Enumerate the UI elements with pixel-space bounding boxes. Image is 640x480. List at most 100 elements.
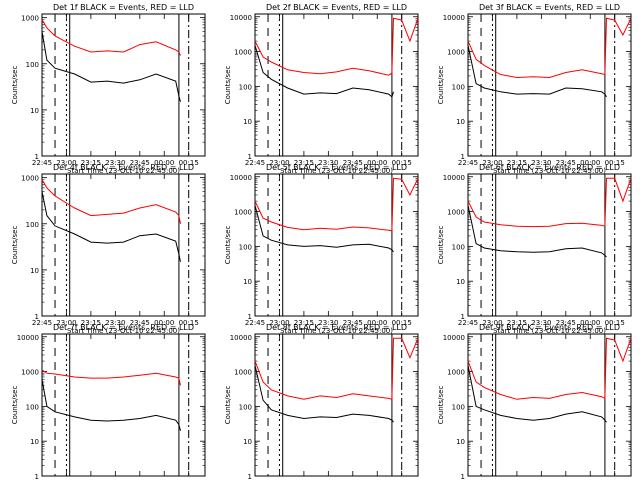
x-tick-label: 00:15 [605, 319, 625, 327]
series-line-events [254, 365, 394, 423]
y-tick-label: 100 [239, 403, 252, 411]
y-axis-label: Counts/sec [224, 386, 232, 425]
y-tick-label: 100 [239, 83, 252, 91]
series-line-lld [467, 17, 632, 79]
y-tick-label: 10000 [230, 334, 252, 342]
y-tick-label: 10000 [443, 174, 465, 182]
y-axis-label: Counts/sec [437, 386, 445, 425]
chart-title: Det 5f BLACK = Events, RED = LLD [266, 163, 407, 172]
y-tick-label: 1000 [447, 209, 465, 217]
x-tick-label: 22:45 [245, 319, 265, 327]
x-tick-label: 00:00 [367, 319, 387, 327]
x-tick-label: 23:30 [318, 319, 338, 327]
x-tick-label: 00:00 [154, 319, 174, 327]
y-tick-label: 100 [452, 83, 465, 91]
x-tick-label: 23:30 [105, 159, 125, 167]
x-axis-label: Start Time (23-Oct-10 22:45:00) [280, 167, 393, 175]
y-tick-label: 1000 [447, 49, 465, 57]
y-axis-label: Counts/sec [224, 226, 232, 265]
y-tick-label: 10000 [443, 334, 465, 342]
x-tick-label: 23:00 [269, 159, 289, 167]
y-tick-label: 1000 [234, 49, 252, 57]
y-tick-label: 1000 [234, 209, 252, 217]
chart-panel-1: Det 1f BLACK = Events, RED = LLD 1 10 100 10… [11, 3, 206, 175]
series-line-events [254, 205, 394, 253]
series-line-events [41, 31, 181, 102]
series-line-lld [41, 19, 181, 56]
y-tick-label: 1 [461, 473, 465, 480]
y-tick-label: 10 [243, 118, 252, 126]
y-tick-label: 100 [452, 243, 465, 251]
x-tick-label: 22:45 [245, 159, 265, 167]
chart-panel-9: Det 9f BLACK = Events, RED = LLD 1 10 100 10… [437, 323, 632, 480]
y-tick-label: 100 [452, 403, 465, 411]
y-tick-label: 100 [239, 243, 252, 251]
series-line-events [467, 45, 607, 98]
series-line-events [467, 205, 607, 258]
y-axis-label: Counts/sec [437, 66, 445, 105]
x-tick-label: 22:45 [32, 319, 52, 327]
x-tick-label: 23:45 [343, 319, 363, 327]
chart-panel-3: Det 3f BLACK = Events, RED = LLD 1 10 100 10… [437, 3, 632, 175]
y-tick-label: 10 [456, 438, 465, 446]
x-tick-label: 23:00 [269, 319, 289, 327]
chart-title: Det 3f BLACK = Events, RED = LLD [479, 3, 620, 12]
x-tick-label: 23:15 [507, 319, 527, 327]
y-tick-label: 1000 [447, 369, 465, 377]
series-line-events [467, 365, 607, 423]
y-tick-label: 10000 [230, 174, 252, 182]
y-tick-label: 10000 [17, 334, 39, 342]
y-tick-label: 10 [243, 438, 252, 446]
series-line-lld [41, 369, 181, 386]
chart-panel-2: Det 2f BLACK = Events, RED = LLD 1 10 100 10… [224, 3, 419, 175]
x-axis-label: Start Time (23-Oct-10 22:45:00) [493, 167, 606, 175]
y-tick-label: 1 [248, 313, 252, 321]
y-tick-label: 10 [456, 118, 465, 126]
y-axis-label: Counts/sec [11, 386, 19, 425]
series-line-lld [254, 337, 419, 400]
y-tick-label: 10 [30, 438, 39, 446]
x-tick-label: 23:15 [81, 159, 101, 167]
chart-title: Det 1f BLACK = Events, RED = LLD [53, 3, 194, 12]
y-axis-label: Counts/sec [437, 226, 445, 265]
y-tick-label: 100 [26, 403, 39, 411]
x-tick-label: 00:00 [154, 159, 174, 167]
x-tick-label: 00:15 [605, 159, 625, 167]
y-tick-label: 10 [243, 278, 252, 286]
x-axis-label: Start Time (23-Oct-10 22:45:00) [67, 327, 180, 335]
x-tick-label: 23:00 [56, 319, 76, 327]
y-tick-label: 1000 [21, 175, 39, 183]
chart-panel-8: Det 8f BLACK = Events, RED = LLD 1 10 100 10… [224, 323, 419, 480]
x-tick-label: 23:30 [531, 319, 551, 327]
x-tick-label: 23:15 [81, 319, 101, 327]
y-tick-label: 1 [35, 473, 39, 480]
x-tick-label: 22:45 [32, 159, 52, 167]
x-tick-label: 00:15 [392, 159, 412, 167]
x-axis-label: Start Time (23-Oct-10 22:45:00) [67, 167, 180, 175]
x-tick-label: 23:00 [482, 159, 502, 167]
x-tick-label: 23:30 [531, 159, 551, 167]
x-axis-label: Start Time (23-Oct-10 22:45:00) [493, 327, 606, 335]
y-tick-label: 1000 [21, 369, 39, 377]
y-tick-label: 100 [26, 61, 39, 69]
y-axis-label: Counts/sec [11, 66, 19, 105]
chart-title: Det 4f BLACK = Events, RED = LLD [53, 163, 194, 172]
x-tick-label: 23:45 [130, 159, 150, 167]
series-line-events [41, 379, 181, 431]
series-line-events [254, 45, 394, 98]
x-tick-label: 00:00 [580, 159, 600, 167]
y-tick-label: 10 [30, 107, 39, 115]
x-tick-label: 22:45 [458, 159, 478, 167]
x-axis-label: Start Time (23-Oct-10 22:45:00) [280, 327, 393, 335]
x-tick-label: 23:45 [556, 319, 576, 327]
x-tick-label: 23:45 [343, 159, 363, 167]
x-tick-label: 23:00 [56, 159, 76, 167]
x-tick-label: 22:45 [458, 319, 478, 327]
x-tick-label: 00:15 [179, 159, 199, 167]
x-tick-label: 23:15 [507, 159, 527, 167]
chart-title: Det 7f BLACK = Events, RED = LLD [53, 323, 194, 332]
y-tick-label: 100 [26, 221, 39, 229]
series-line-lld [41, 179, 181, 224]
y-tick-label: 1 [248, 153, 252, 161]
